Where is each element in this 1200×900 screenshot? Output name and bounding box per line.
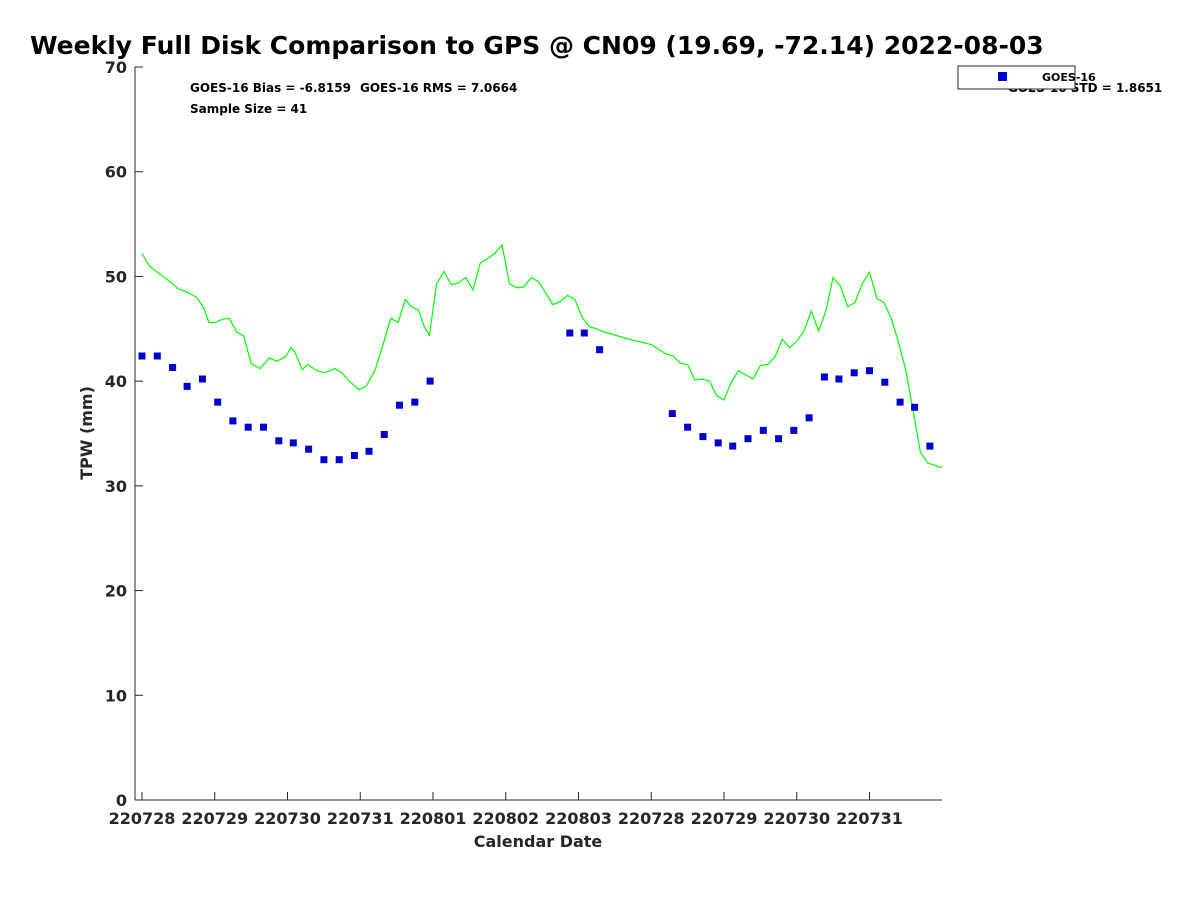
- goes16-point: [850, 369, 858, 377]
- x-tick-label: 220802: [472, 809, 539, 828]
- stat-sample-size: Sample Size = 41: [190, 102, 307, 116]
- goes16-point: [380, 431, 388, 438]
- goes16-point: [260, 423, 267, 431]
- chart-title: Weekly Full Disk Comparison to GPS @ CN0…: [30, 31, 1044, 60]
- goes16-point: [426, 377, 434, 385]
- x-tick-label: 220730: [763, 809, 830, 828]
- y-tick-label: 70: [105, 58, 127, 77]
- y-tick-label: 0: [116, 791, 127, 810]
- series-layer: [138, 243, 943, 468]
- goes16-point: [699, 433, 707, 441]
- stat-rms: GOES-16 RMS = 7.0664: [360, 81, 517, 95]
- goes16-point: [759, 426, 767, 434]
- legend-marker: [998, 72, 1007, 81]
- y-ticks: 0 10 20 30 40 50 60 70: [105, 58, 143, 810]
- goes16-point: [820, 373, 828, 381]
- goes16-point: [911, 403, 919, 411]
- x-tick-label: 220728: [109, 809, 176, 828]
- goes16-point: [580, 329, 588, 337]
- goes16-point: [775, 435, 783, 443]
- goes16-point: [866, 367, 873, 375]
- stat-bias: GOES-16 Bias = -6.8159: [190, 81, 351, 95]
- goes16-point: [926, 442, 934, 450]
- y-tick-label: 40: [105, 372, 127, 391]
- axes-layer: [134, 67, 942, 801]
- goes16-point: [198, 375, 206, 383]
- y-tick-label: 30: [105, 477, 127, 496]
- goes16-point: [214, 398, 222, 406]
- y-tick-label: 60: [105, 163, 127, 182]
- goes16-point: [244, 423, 252, 431]
- goes16-point: [566, 329, 574, 337]
- goes16-point: [350, 452, 358, 459]
- goes16-point: [365, 447, 373, 455]
- goes16-point: [896, 398, 904, 406]
- x-tick-label: 220729: [691, 809, 758, 828]
- goes16-point: [835, 375, 843, 383]
- goes16-point: [169, 364, 177, 371]
- goes16-point: [790, 426, 798, 434]
- x-tick-label: 220731: [836, 809, 903, 828]
- x-ticks: 220728 220729 220730 220731 220801 220802 2208…: [109, 792, 903, 828]
- goes16-point: [138, 352, 146, 360]
- goes16-point: [411, 398, 419, 406]
- x-tick-label: 220803: [545, 809, 612, 828]
- y-tick-label: 10: [105, 686, 127, 705]
- x-axis-label: Calendar Date: [474, 832, 603, 851]
- x-tick-label: 220728: [618, 809, 685, 828]
- goes16-point: [289, 439, 297, 447]
- legend-label: GOES-16: [1042, 71, 1096, 84]
- goes16-point: [744, 435, 752, 443]
- goes16-point: [335, 456, 343, 464]
- x-tick-label: 220729: [181, 809, 248, 828]
- goes16-point: [805, 414, 813, 422]
- goes16-point: [305, 445, 313, 453]
- legend-box: [957, 65, 1076, 90]
- goes16-point: [320, 456, 328, 464]
- goes16-point: [183, 382, 191, 390]
- y-tick-label: 20: [105, 582, 127, 601]
- x-tick-label: 220801: [400, 809, 467, 828]
- y-tick-label: 50: [105, 267, 127, 286]
- gps-tpw-line: [141, 243, 943, 468]
- goes16-point: [153, 352, 161, 360]
- goes16-point: [714, 439, 722, 447]
- legend: GOES-16: [957, 65, 1096, 90]
- goes16-point: [684, 423, 692, 431]
- x-tick-label: 220731: [327, 809, 394, 828]
- x-tick-label: 220730: [254, 809, 321, 828]
- goes16-point: [229, 417, 237, 425]
- goes16-point: [275, 437, 283, 445]
- goes16-point: [881, 378, 889, 386]
- goes16-point: [729, 442, 737, 450]
- goes16-point: [596, 346, 604, 354]
- y-axis-label: TPW (mm): [77, 386, 96, 480]
- goes16-point: [668, 410, 676, 418]
- goes16-point: [396, 401, 403, 409]
